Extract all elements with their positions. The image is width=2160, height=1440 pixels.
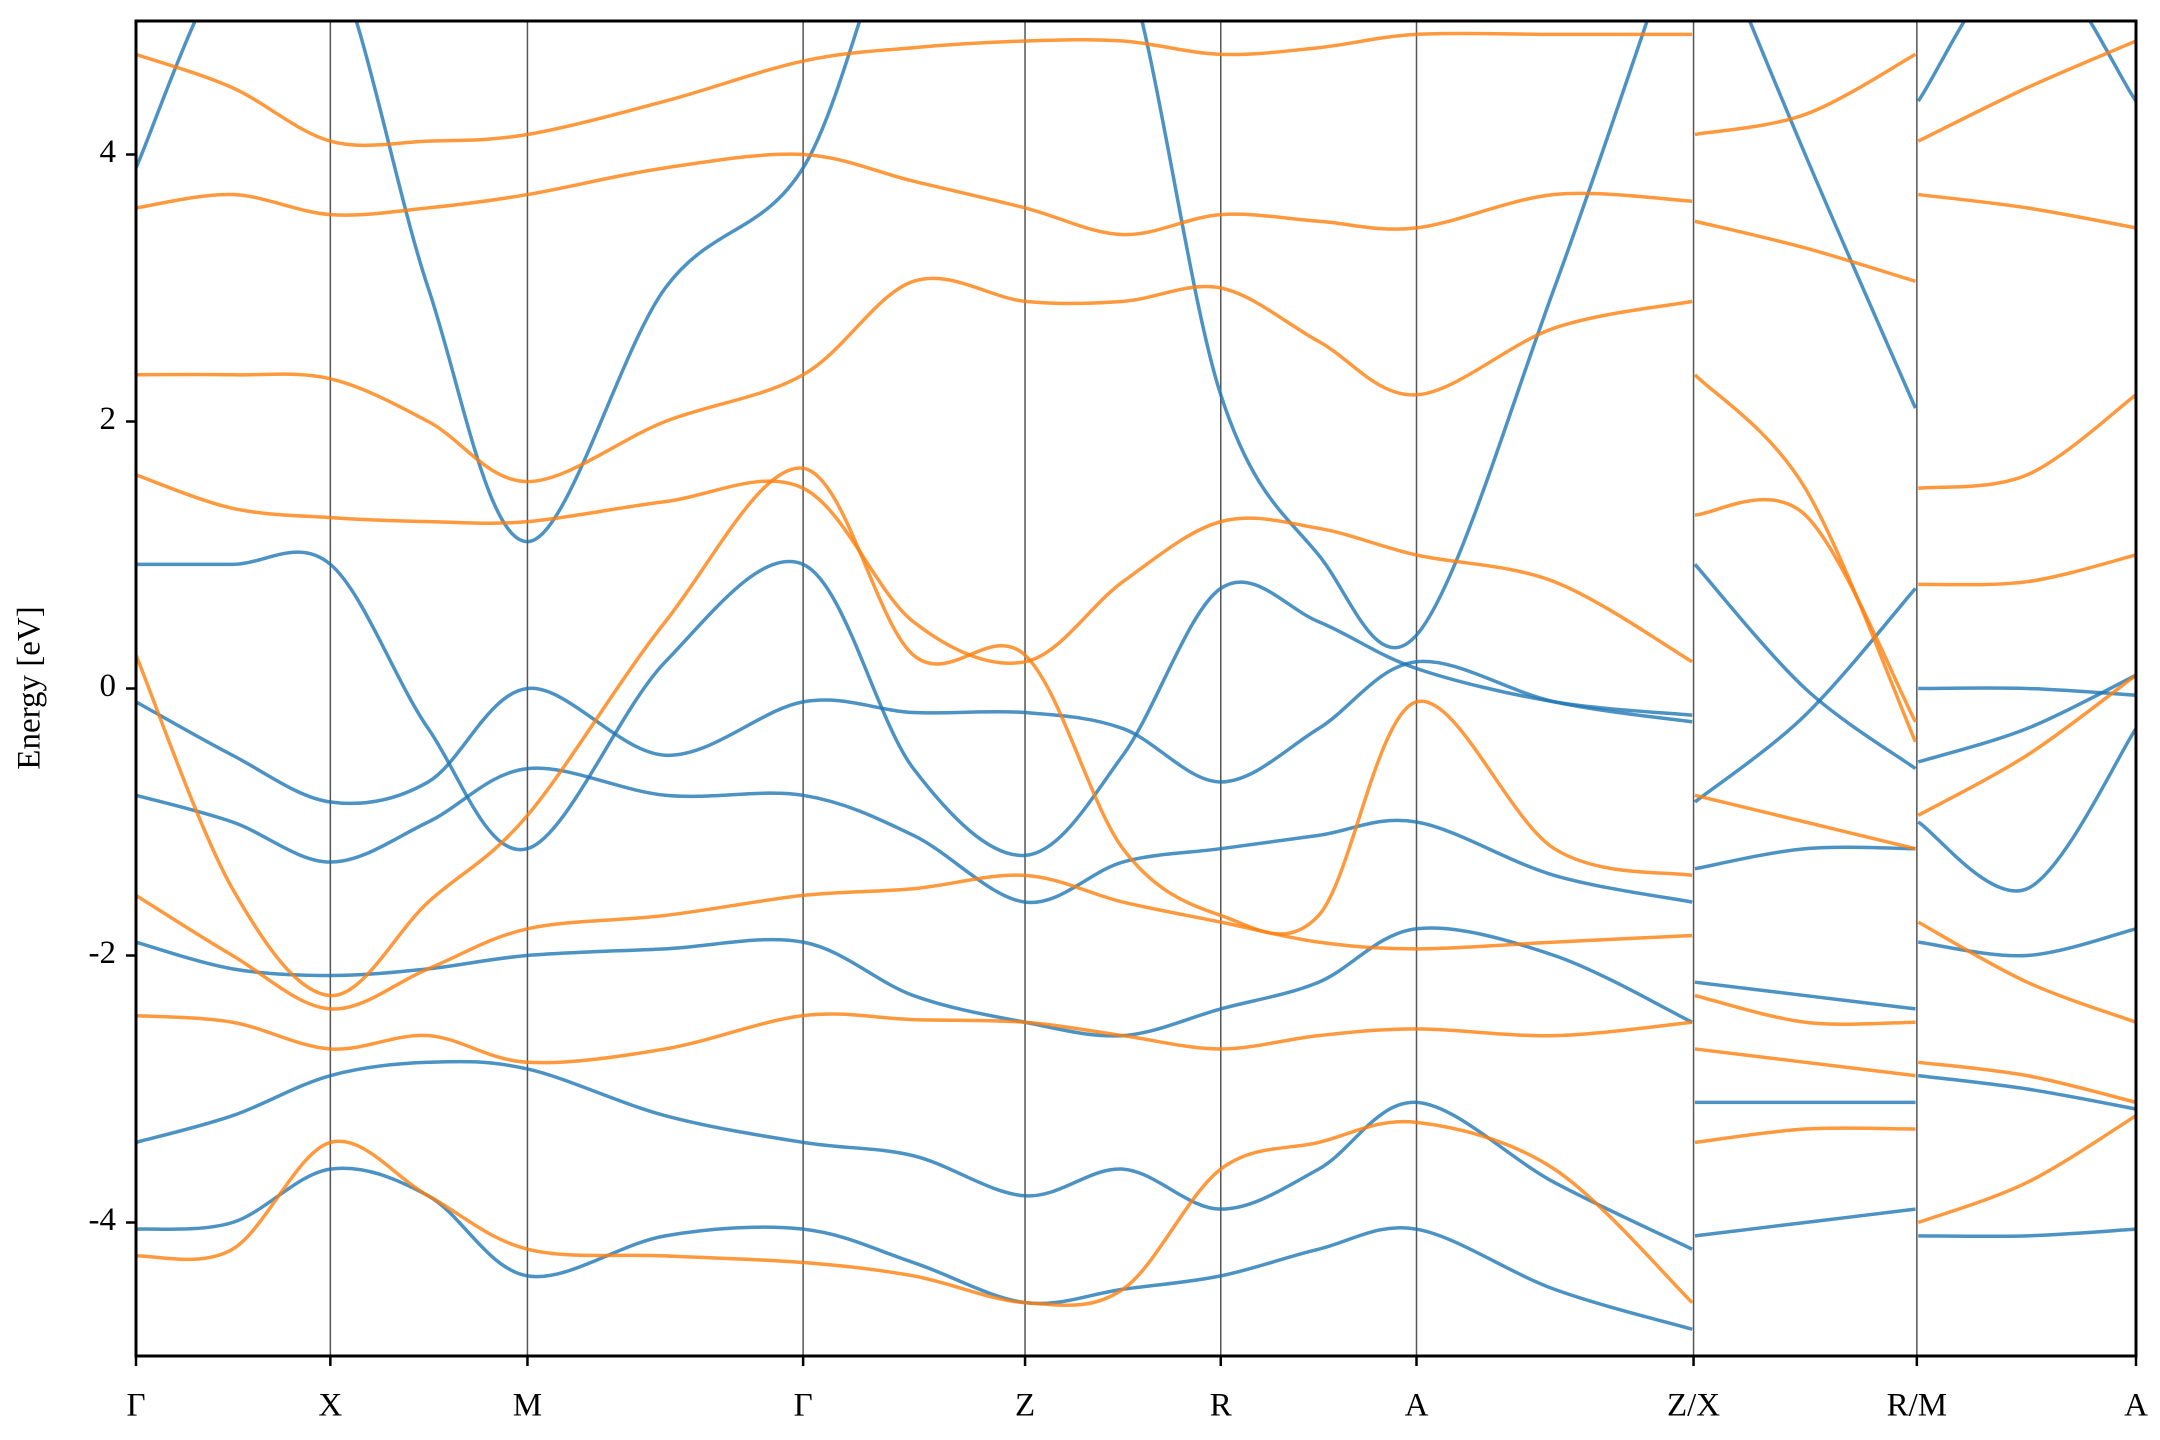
band [136,926,2136,1038]
x-tick-label: R/M [1887,1388,1948,1424]
band [136,152,2136,283]
bands [136,21,2136,1331]
x-tick-label: Z [1015,1388,1035,1424]
x-tick-label: Z/X [1667,1388,1720,1424]
y-tick-label: -4 [89,1202,117,1238]
band [136,1114,2136,1308]
band [136,1166,2136,1331]
x-tick-label: M [513,1388,542,1424]
band [136,550,2136,858]
y-tick-label: 4 [100,134,117,170]
y-tick-label: 2 [100,401,117,437]
symmetry-lines [135,21,2137,1356]
x-tick-label: A [1405,1388,1429,1424]
y-axis-label: Energy [eV] [12,606,48,769]
band [136,31,2136,148]
band [136,473,2136,723]
band [136,1059,2136,1251]
band [136,873,2136,1026]
y-tick-label: -2 [89,935,117,971]
x-tick-label: X [318,1388,342,1424]
band [136,276,2136,743]
band [136,21,2136,650]
x-tick-label: Γ [126,1388,145,1424]
x-tick-label: R [1210,1388,1232,1424]
band [136,1012,2136,1105]
x-tick-label: Γ [794,1388,813,1424]
band [136,727,2136,905]
x-tick-label: A [2124,1388,2148,1424]
plot-frame [134,19,2138,1358]
y-tick-label: 0 [100,668,117,704]
axes: Γ X M Γ Z R A Z/X R/M A -4 -2 0 2 4 [89,134,2149,1424]
band [136,466,2136,998]
